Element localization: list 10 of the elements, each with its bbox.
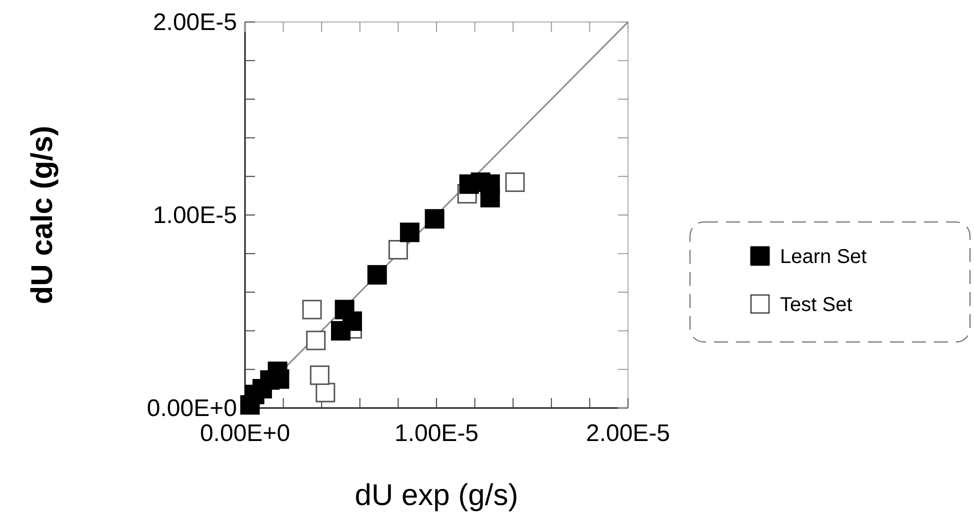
y-tick-label: 0.00E+0 bbox=[146, 395, 237, 422]
x-tick-label: 0.00E+0 bbox=[200, 420, 290, 447]
x-tick-label: 2.00E-5 bbox=[586, 420, 670, 447]
legend-label: Test Set bbox=[780, 294, 853, 316]
x-tick-label: 1.00E-5 bbox=[394, 420, 479, 447]
legend-label: Learn Set bbox=[780, 246, 868, 268]
x-axis-title: dU exp (g/s) bbox=[354, 479, 518, 512]
y-axis-title: dU calc (g/s) bbox=[26, 126, 59, 304]
y-tick-label: 1.00E-5 bbox=[152, 202, 237, 229]
y-tick-label: 2.00E-5 bbox=[152, 9, 237, 36]
